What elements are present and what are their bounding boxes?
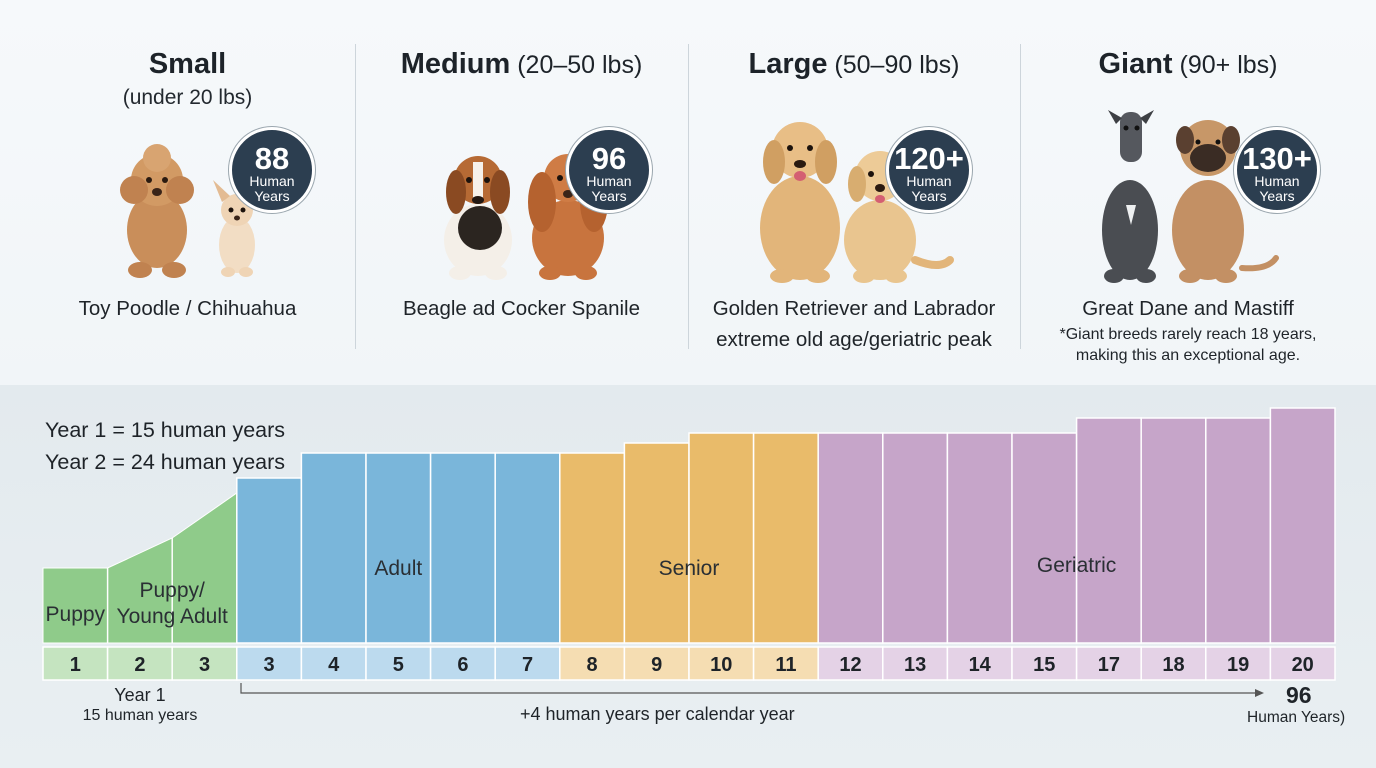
panel-subtitle: (under 20 lbs): [122, 86, 253, 109]
tick-cell: [365, 646, 432, 681]
stage-label: Senior: [659, 557, 720, 580]
bar-year-17: [1075, 417, 1142, 644]
footer-year-1-value: 15 human years: [82, 707, 198, 724]
rule-year-2: Year 2 = 24 human years: [45, 450, 286, 474]
lifespan-badge: 120+ Human Years: [886, 127, 972, 213]
tick-label: 1: [70, 654, 81, 676]
tick-label: 20: [1292, 654, 1314, 676]
bar-year-13: [882, 432, 949, 644]
bar-year-10: [688, 432, 755, 644]
tick-cell: [882, 646, 949, 681]
panel-small: Small (under 20 lbs) 88 Human Years Toy …: [20, 0, 355, 385]
tick-label: 3: [199, 654, 210, 676]
footer-total-unit: Human Years): [1247, 709, 1346, 726]
breed-names: Great Dane and Mastiff: [1082, 297, 1294, 320]
giant-breed-note: *Giant breeds rarely reach 18 years, maki…: [1059, 326, 1317, 364]
bar-year-6: [429, 452, 496, 644]
bar-year-20: [1269, 407, 1336, 644]
tick-label: 12: [839, 654, 861, 676]
tick-label: 2: [134, 654, 145, 676]
panel-large: Large (50–90 lbs) 120+ Human Years: [688, 0, 1020, 385]
bar-year-8: [559, 452, 626, 644]
tick-label: 18: [1162, 654, 1184, 676]
tick-label: 6: [457, 654, 468, 676]
mastiff-icon: [1172, 120, 1279, 283]
bar-year-19: [1205, 417, 1272, 644]
tick-label: 5: [393, 654, 404, 676]
tick-label: 7: [522, 654, 533, 676]
breed-names: Beagle ad Cocker Spanile: [402, 297, 641, 320]
stage-label: Puppy: [46, 603, 106, 626]
tick-cell: [106, 646, 173, 681]
footer-increment-note: +4 human years per calendar year: [520, 704, 795, 724]
tick-label: 11: [775, 654, 796, 676]
bar-year-18: [1140, 417, 1207, 644]
lifespan-badge: 96 Human Years: [566, 127, 652, 213]
lifespan-badge: 130+ Human Years: [1234, 127, 1320, 213]
footer-year-1: Year 1: [114, 685, 166, 705]
tick-cell: [1269, 646, 1336, 681]
tick-label: 8: [587, 654, 598, 676]
panel-divider: [688, 44, 689, 349]
tick-label: 19: [1227, 654, 1249, 676]
tick-cell: [1075, 646, 1142, 681]
breed-names: Golden Retriever and Labrador extreme old…: [712, 297, 996, 351]
bar-year-3: [236, 477, 303, 644]
tick-label: 9: [651, 654, 662, 676]
tick-cell: [171, 646, 238, 681]
tick-label: 17: [1098, 654, 1120, 676]
stage-label: Geriatric: [1037, 554, 1116, 577]
dog-age-chart: 1 2 3 3 4 5 6 7 8 9 10 11 12 13 14 15 17 18 19 20PuppyPuppy…: [42, 407, 1336, 697]
stage-label: Young Adult: [117, 605, 229, 628]
bar-year-14: [946, 432, 1013, 644]
panel-title: Giant (90+ lbs): [1098, 48, 1278, 80]
panel-medium: Medium (20–50 lbs) 96 Human Years Beagle…: [355, 0, 688, 385]
tick-label: 15: [1033, 654, 1055, 676]
bar-year-4: [300, 452, 367, 644]
panel-title: Small: [148, 48, 227, 80]
lifespan-badge: 88 Human Years: [229, 127, 315, 213]
tick-label: 4: [328, 654, 340, 676]
tick-cell: [1205, 646, 1272, 681]
increment-arrow: [240, 683, 1258, 694]
giant-dogs-illustration: [1102, 110, 1279, 283]
tick-cell: [817, 646, 884, 681]
stage-label: Puppy/: [140, 579, 206, 602]
footer-total: 96: [1286, 682, 1312, 708]
bar-year-5: [365, 452, 432, 644]
tick-cell: [300, 646, 367, 681]
medium-dogs-illustration: [444, 154, 608, 280]
rule-year-1: Year 1 = 15 human years: [45, 418, 286, 442]
tick-label: 10: [710, 654, 732, 676]
bar-year-7: [494, 452, 561, 644]
bar-year-12: [817, 432, 884, 644]
tick-label: 13: [904, 654, 926, 676]
panel-giant: Giant (90+ lbs) 130+ Human Years Great D…: [1020, 0, 1356, 385]
tick-label: 3: [264, 654, 275, 676]
panel-title: Medium (20–50 lbs): [400, 48, 643, 80]
beagle-icon: [444, 156, 512, 280]
bar-year-11: [752, 432, 819, 644]
tick-label: 14: [969, 654, 992, 676]
golden-retriever-icon: [760, 122, 840, 283]
large-dogs-illustration: [760, 122, 954, 283]
stage-label: Adult: [374, 557, 422, 580]
panel-divider: [1020, 44, 1021, 349]
panel-title: Large (50–90 lbs): [748, 48, 960, 80]
tick-cell: [623, 646, 690, 681]
bar-year-15: [1011, 432, 1078, 644]
tick-cell: [42, 646, 109, 681]
arrow-head-icon: [1255, 689, 1264, 697]
breed-names: Toy Poodle / Chihuahua: [78, 297, 297, 320]
great-dane-icon: [1102, 110, 1158, 283]
panel-divider: [355, 44, 356, 349]
poodle-icon: [120, 144, 194, 278]
bar-year-9: [623, 442, 690, 644]
tick-cell: [429, 646, 496, 681]
tick-cell: [236, 646, 303, 681]
small-dogs-illustration: [120, 144, 261, 278]
